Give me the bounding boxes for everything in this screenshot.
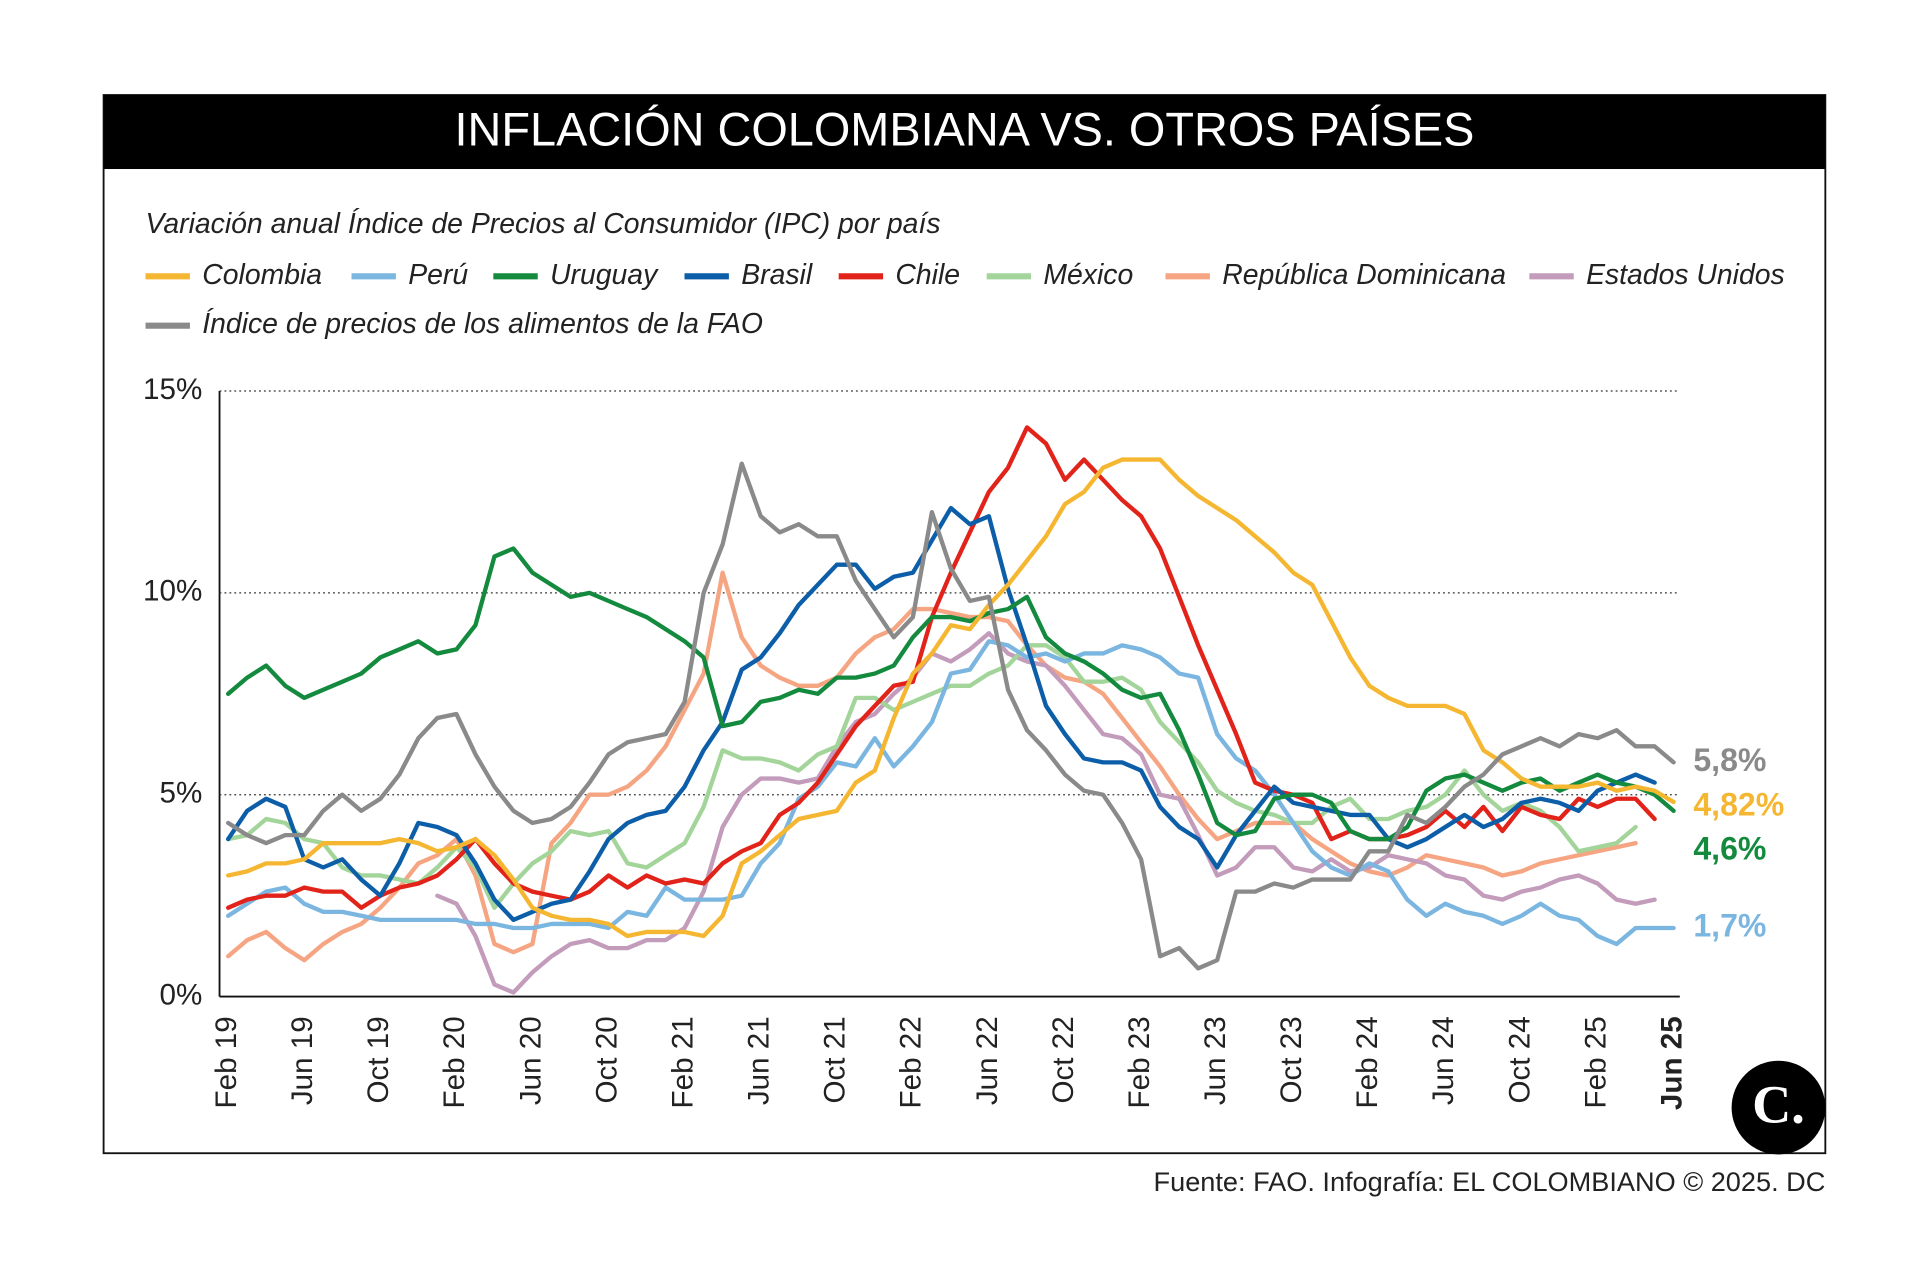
legend-label: República Dominicana: [1222, 259, 1506, 291]
series-line: [226, 639, 1676, 947]
x-tick-label: Oct 24: [1503, 1016, 1536, 1103]
chart-title: INFLACIÓN COLOMBIANA VS. OTROS PAÍSES: [455, 104, 1475, 156]
legend-label: México: [1043, 259, 1133, 291]
end-value-label: 4,82%: [1693, 786, 1784, 822]
logo: [1731, 1060, 1826, 1155]
legend-label: Uruguay: [550, 259, 659, 291]
legend-label: Índice de precios de los alimentos de la…: [202, 308, 763, 340]
y-tick-label: 15%: [143, 373, 202, 406]
x-tick-label: Feb 21: [666, 1016, 699, 1108]
series-line: [226, 457, 1676, 939]
y-tick-label: 5%: [159, 777, 202, 810]
subtitle: Variación anual Índice de Precios al Con…: [146, 208, 941, 240]
x-tick-label: Feb 23: [1123, 1016, 1156, 1108]
legend-label: Chile: [895, 259, 960, 291]
x-tick-label: Jun 23: [1199, 1016, 1232, 1105]
x-tick-label: Jun 24: [1427, 1016, 1460, 1105]
series-line: [226, 546, 1676, 842]
source: Fuente: FAO. Infografía: EL COLOMBIANO ©…: [1154, 1166, 1826, 1197]
x-tick-label: Jun 21: [743, 1016, 776, 1105]
end-value-label: 1,7%: [1693, 907, 1766, 943]
x-tick-label: Jun 19: [286, 1016, 319, 1105]
x-tick-label: Jun 20: [514, 1016, 547, 1105]
x-tick-label: Feb 22: [895, 1016, 928, 1108]
x-tick-label: Oct 23: [1275, 1016, 1308, 1103]
legend-label: Brasil: [741, 259, 813, 291]
x-tick-label: Feb 20: [438, 1016, 471, 1108]
x-tick-label: Oct 19: [362, 1016, 395, 1103]
legend-label: Perú: [408, 259, 468, 291]
x-tick-label: Jun 22: [971, 1016, 1004, 1105]
series-line: [226, 461, 1676, 971]
end-value-label: 4,6%: [1693, 831, 1766, 867]
series-line: [435, 631, 1657, 995]
frame: [102, 94, 1827, 1155]
x-tick-label: Feb 24: [1351, 1016, 1384, 1108]
x-tick-label: Oct 20: [590, 1016, 623, 1103]
legend-label: Estados Unidos: [1586, 259, 1785, 291]
logo-text: C.: [1752, 1075, 1805, 1135]
x-tick-label: Jun 25: [1655, 1016, 1688, 1110]
title-bar: [103, 95, 1826, 170]
x-tick-label: Oct 21: [819, 1016, 852, 1103]
series-line: [226, 505, 1657, 923]
x-tick-label: Feb 19: [210, 1016, 243, 1108]
x-tick-label: Oct 22: [1047, 1016, 1080, 1103]
legend-label: Colombia: [202, 259, 322, 291]
x-tick-label: Feb 25: [1579, 1016, 1612, 1108]
y-tick-label: 0%: [159, 978, 202, 1011]
y-tick-label: 10%: [143, 575, 202, 608]
end-value-label: 5,8%: [1693, 742, 1766, 778]
